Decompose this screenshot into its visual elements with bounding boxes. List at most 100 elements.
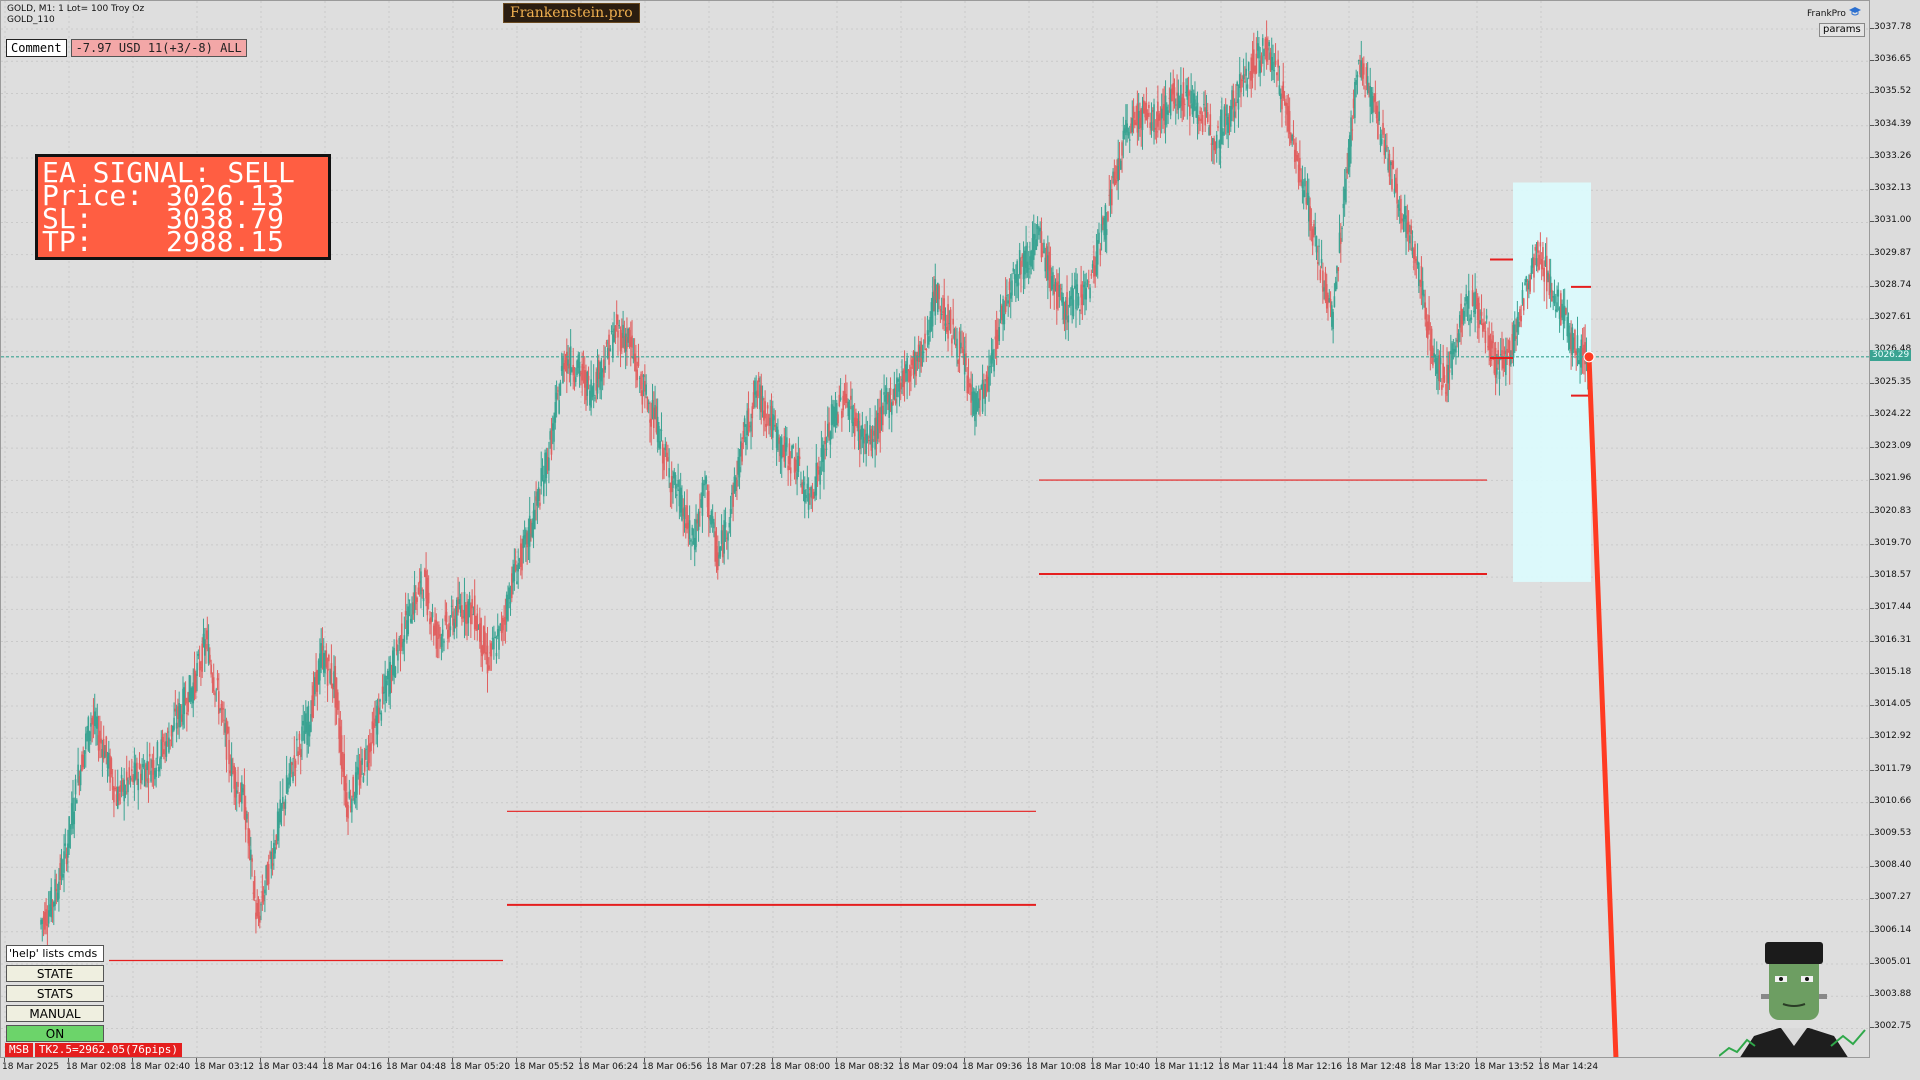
- time-label: 18 Mar 12:48: [1346, 1062, 1407, 1072]
- candle-body: [1387, 158, 1389, 171]
- candle-body: [1315, 235, 1318, 253]
- time-label: 18 Mar 10:08: [1026, 1062, 1087, 1072]
- candle-body: [72, 797, 74, 829]
- candle-body: [235, 790, 238, 794]
- candle-body: [1418, 262, 1420, 287]
- candle-body: [1045, 246, 1048, 270]
- time-tick: [260, 1058, 261, 1062]
- candle-body: [1548, 274, 1551, 296]
- candle-body: [1258, 46, 1260, 59]
- candle-body: [915, 352, 917, 377]
- candle-body: [1186, 85, 1189, 100]
- candle-body: [1296, 155, 1299, 161]
- candle-body: [577, 354, 580, 368]
- candle-body: [1126, 123, 1128, 133]
- candle-body: [108, 752, 110, 769]
- candle-body: [806, 483, 809, 489]
- candle-body: [774, 424, 777, 427]
- candle-body: [1526, 283, 1529, 290]
- candle-body: [1355, 80, 1357, 85]
- state-button[interactable]: STATE: [6, 965, 104, 982]
- candle-body: [604, 366, 606, 370]
- candle-body: [480, 618, 482, 653]
- signal-zone-highlight: [1513, 182, 1591, 582]
- candle-body: [1027, 268, 1030, 270]
- candle-body: [841, 411, 843, 419]
- candle-body: [835, 402, 838, 426]
- candle-body: [426, 577, 429, 616]
- candle-body: [1066, 292, 1068, 315]
- candle-body: [326, 669, 329, 686]
- candle-body: [1183, 103, 1186, 105]
- candle-body: [1151, 110, 1154, 112]
- candle-body: [1405, 215, 1407, 238]
- time-axis[interactable]: 18 Mar 2025 18 Mar 02:08 18 Mar 02:40 18 Ma…: [0, 1058, 1920, 1080]
- candle-body: [664, 444, 667, 451]
- candle-body: [1164, 95, 1167, 125]
- candle-body: [890, 402, 893, 415]
- candle-body: [1411, 247, 1414, 255]
- candle-body: [649, 419, 651, 423]
- candle-body: [1359, 65, 1361, 75]
- candle-body: [810, 486, 812, 498]
- candle-body: [600, 360, 603, 382]
- candle-body: [848, 406, 851, 420]
- candle-body: [1173, 87, 1176, 104]
- time-tick: [68, 1058, 69, 1062]
- candle-body: [983, 384, 985, 398]
- candle-body: [765, 423, 768, 427]
- candle-body: [493, 638, 495, 650]
- time-tick: [1348, 1058, 1349, 1062]
- candle-body: [519, 543, 522, 567]
- time-tick: [4, 1058, 5, 1062]
- candle-body: [528, 515, 531, 547]
- candle-body: [1572, 337, 1575, 350]
- candle-body: [757, 378, 760, 383]
- on-toggle-button[interactable]: ON: [6, 1025, 104, 1042]
- candle-body: [545, 452, 548, 479]
- candle-body: [1020, 260, 1022, 275]
- candle-body: [1484, 330, 1487, 344]
- candle-body: [389, 661, 392, 694]
- chart-area[interactable]: GOLD, M1: 1 Lot= 100 Troy Oz GOLD_110 Fr…: [0, 0, 1870, 1058]
- price-label: 3032.13: [1874, 183, 1912, 194]
- price-label: 3005.01: [1874, 956, 1912, 967]
- candle-body: [622, 324, 624, 339]
- candle-body: [1011, 280, 1013, 296]
- candle-body: [1169, 89, 1172, 116]
- candle-body: [761, 396, 764, 401]
- candle-body: [356, 766, 358, 795]
- price-label: 3015.18: [1874, 666, 1912, 677]
- candle-body: [699, 511, 701, 513]
- candle-body: [1287, 106, 1290, 132]
- candle-body: [769, 417, 772, 426]
- candle-body: [1162, 106, 1164, 110]
- price-tick: [1870, 318, 1874, 320]
- stats-button[interactable]: STATS: [6, 985, 104, 1002]
- candle-body: [1438, 355, 1441, 382]
- candle-body: [663, 450, 665, 471]
- candle-body: [677, 480, 679, 487]
- price-axis[interactable]: 3037.78 3036.65 3035.52 3034.39 3033.26 3032.…: [1870, 0, 1920, 1058]
- params-button[interactable]: params: [1819, 23, 1865, 37]
- candle-body: [582, 366, 585, 369]
- candle-body: [421, 589, 424, 591]
- help-hint[interactable]: 'help' lists cmds: [6, 945, 104, 962]
- brand-label[interactable]: Frankenstein.pro: [503, 3, 640, 23]
- candle-body: [963, 353, 966, 375]
- candle-body: [701, 482, 704, 516]
- candle-body: [1253, 49, 1255, 72]
- candle-body: [1516, 316, 1519, 333]
- price-label: 3034.39: [1874, 118, 1912, 129]
- manual-button[interactable]: MANUAL: [6, 1005, 104, 1022]
- candle-body: [803, 489, 806, 503]
- candle-body: [1055, 282, 1058, 309]
- candle-body: [82, 754, 85, 768]
- candle-body: [1517, 321, 1520, 328]
- candle-body: [513, 564, 516, 582]
- candle-body: [1246, 84, 1249, 89]
- candle-body: [1341, 227, 1343, 229]
- candle-body: [1382, 122, 1384, 135]
- candle-body: [1313, 224, 1315, 236]
- candle-body: [316, 670, 319, 692]
